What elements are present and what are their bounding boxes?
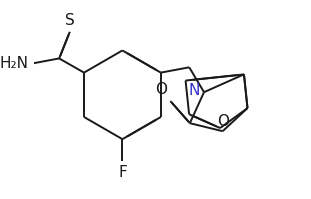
Text: F: F — [118, 165, 127, 180]
Text: S: S — [65, 13, 75, 28]
Text: H₂N: H₂N — [0, 56, 29, 71]
Text: N: N — [188, 83, 200, 98]
Text: O: O — [155, 82, 167, 98]
Text: O: O — [217, 113, 229, 129]
